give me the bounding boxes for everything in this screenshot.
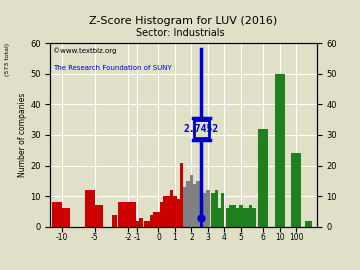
Bar [93, 205, 103, 227]
Bar [167, 196, 170, 227]
Bar [229, 205, 233, 227]
Bar [157, 211, 160, 227]
Bar [150, 215, 153, 227]
Bar [200, 178, 203, 227]
Bar [144, 221, 147, 227]
Bar [252, 208, 256, 227]
Bar [139, 218, 143, 227]
Bar [226, 208, 229, 227]
Bar [197, 181, 200, 227]
Bar [52, 202, 62, 227]
Text: (573 total): (573 total) [5, 43, 10, 76]
Bar [211, 193, 215, 227]
Bar [186, 181, 190, 227]
Text: The Research Foundation of SUNY: The Research Foundation of SUNY [53, 65, 172, 71]
Title: Z-Score Histogram for LUV (2016): Z-Score Histogram for LUV (2016) [90, 16, 278, 26]
Bar [218, 208, 221, 227]
Bar [170, 190, 173, 227]
Bar [206, 190, 210, 227]
Bar [183, 187, 186, 227]
Bar [118, 202, 128, 227]
Text: Sector: Industrials: Sector: Industrials [136, 28, 224, 38]
Bar [85, 190, 95, 227]
Bar [160, 202, 163, 227]
Bar [243, 208, 246, 227]
Bar [215, 190, 218, 227]
Bar [236, 208, 239, 227]
FancyBboxPatch shape [194, 120, 209, 138]
Bar [163, 196, 167, 227]
Bar [147, 221, 150, 227]
Bar [221, 193, 224, 227]
Bar [305, 221, 312, 227]
Bar [249, 205, 252, 227]
Bar [180, 163, 183, 227]
Bar [193, 184, 197, 227]
Text: 2.7452: 2.7452 [184, 124, 219, 134]
Bar [291, 153, 301, 227]
Bar [173, 196, 177, 227]
Y-axis label: Number of companies: Number of companies [18, 93, 27, 177]
Bar [275, 74, 285, 227]
Bar [126, 202, 136, 227]
Bar [233, 205, 236, 227]
Bar [153, 211, 157, 227]
Bar [258, 129, 268, 227]
Bar [177, 199, 180, 227]
Bar [112, 215, 117, 227]
Bar [135, 221, 139, 227]
Bar [190, 175, 193, 227]
Bar [246, 208, 249, 227]
Bar [60, 208, 70, 227]
Bar [203, 193, 206, 227]
Text: ©www.textbiz.org: ©www.textbiz.org [53, 47, 116, 53]
Bar [239, 205, 243, 227]
